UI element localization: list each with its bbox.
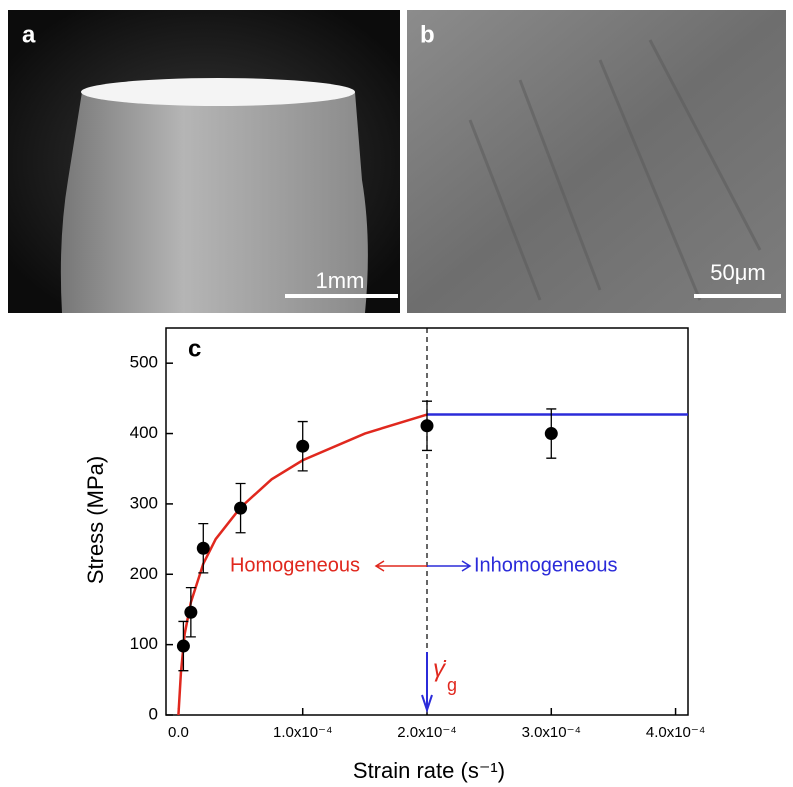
region-arrow	[427, 561, 470, 571]
panel-label: b	[420, 21, 435, 48]
y-tick-label: 300	[130, 493, 158, 512]
y-tick-label: 400	[130, 423, 158, 442]
region-label: Homogeneous	[230, 554, 360, 576]
x-tick-label: 2.0x10⁻⁴	[397, 724, 456, 741]
y-axis-label: Stress (MPa)	[83, 456, 108, 584]
panel-c: c Strain rate (s⁻¹) Stress (MPa) 0.0 1.0x…	[83, 328, 705, 783]
x-axis-label: Strain rate (s⁻¹)	[353, 758, 505, 783]
region-arrow	[376, 561, 427, 571]
data-point	[197, 542, 210, 555]
x-tick-label: 1.0x10⁻⁴	[273, 724, 332, 741]
panel-a: a 1mm	[8, 10, 400, 313]
rate-subscript: g	[447, 675, 457, 695]
x-tick-label: 0.0	[168, 724, 189, 741]
y-tick-label: 200	[130, 564, 158, 583]
data-point	[234, 502, 247, 515]
panel-b: b 50μm	[407, 10, 786, 313]
y-tick-label: 0	[149, 704, 158, 723]
data-point	[177, 640, 190, 653]
data-point	[184, 606, 197, 619]
scale-bar-label: 50μm	[710, 260, 765, 285]
data-point	[421, 419, 434, 432]
panel-label: a	[22, 21, 36, 48]
y-tick-label: 500	[130, 353, 158, 372]
scale-bar-label: 1mm	[316, 268, 365, 293]
x-tick-label: 4.0x10⁻⁴	[646, 724, 705, 741]
panel-label: c	[188, 335, 201, 362]
rate-arrow	[422, 652, 432, 710]
data-point	[296, 440, 309, 453]
rate-symbol: γ̇	[433, 655, 447, 682]
y-tick-label: 100	[130, 634, 158, 653]
region-label: Inhomogeneous	[474, 554, 617, 576]
x-tick-label: 3.0x10⁻⁴	[522, 724, 581, 741]
figure: a 1mm b 50μm c Strain rate (s⁻¹) Stress …	[0, 0, 793, 787]
data-point	[545, 427, 558, 440]
